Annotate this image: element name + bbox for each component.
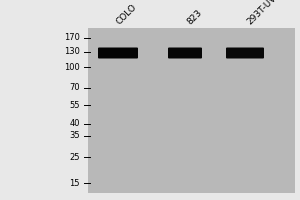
Text: 170: 170 (64, 33, 80, 43)
Text: 100: 100 (64, 62, 80, 72)
Text: 40: 40 (70, 119, 80, 129)
Text: 823: 823 (185, 8, 203, 26)
Bar (88, 28, 295, 193)
Text: COLO: COLO (115, 2, 139, 26)
Text: 293T-UV: 293T-UV (245, 0, 278, 26)
Text: 35: 35 (69, 132, 80, 140)
Text: 25: 25 (70, 152, 80, 162)
Text: 15: 15 (70, 178, 80, 188)
Text: 55: 55 (70, 100, 80, 110)
FancyBboxPatch shape (98, 47, 138, 58)
FancyBboxPatch shape (168, 47, 202, 58)
FancyBboxPatch shape (226, 47, 264, 58)
Text: 70: 70 (69, 84, 80, 92)
Text: 130: 130 (64, 47, 80, 56)
